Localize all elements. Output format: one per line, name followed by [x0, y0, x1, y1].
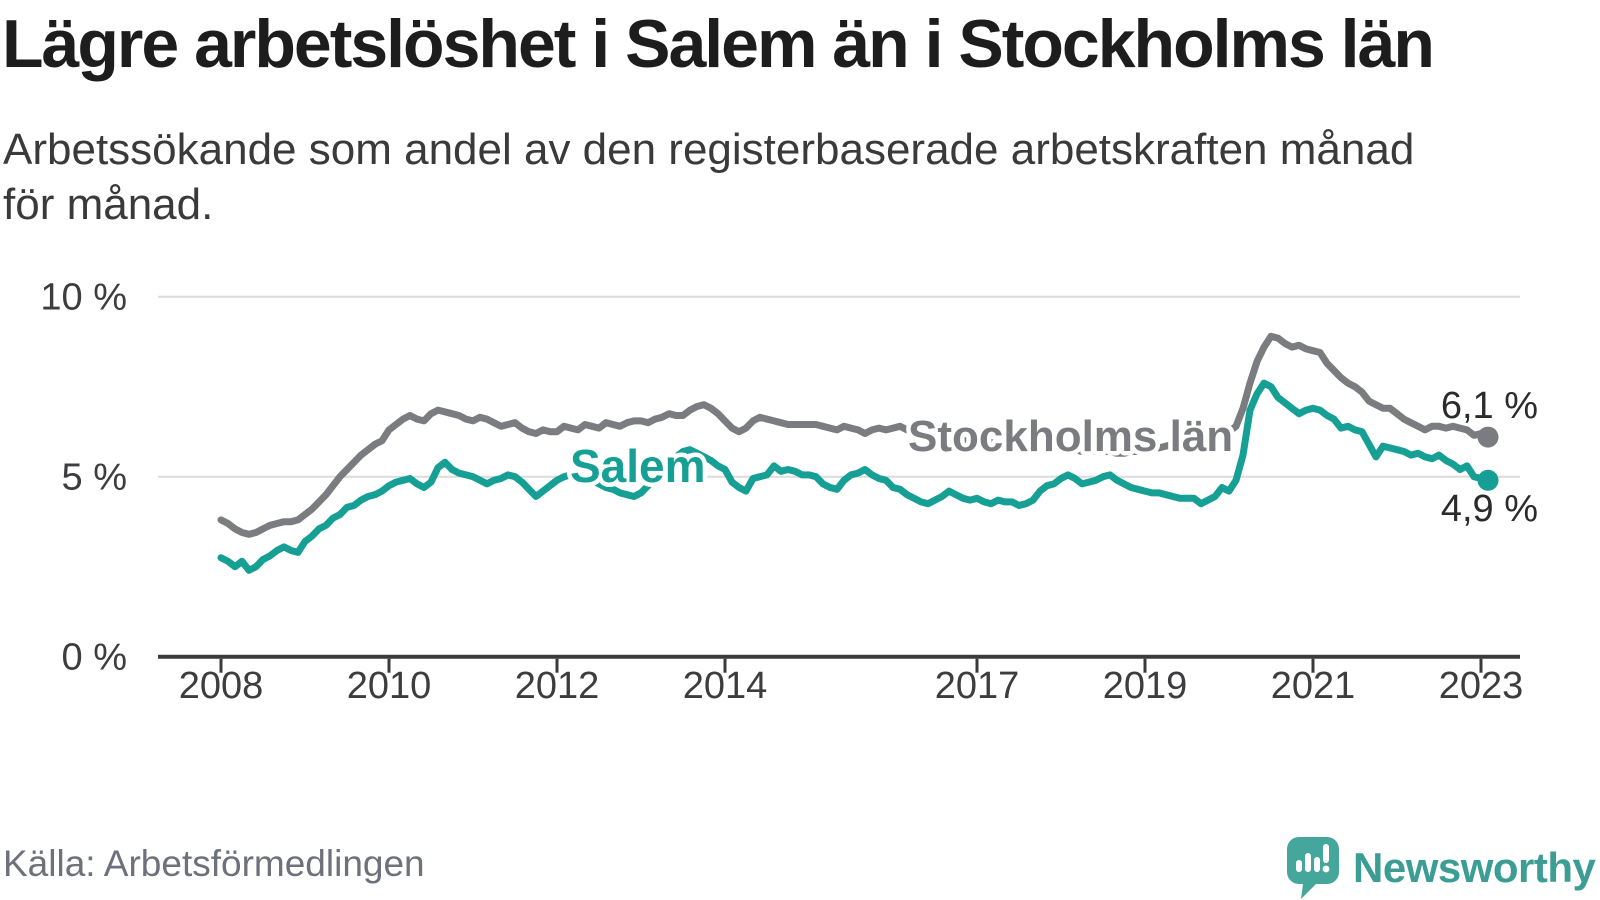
y-tick-label-0: 0 % — [62, 637, 127, 679]
x-tick-label-2023: 2023 — [1439, 665, 1524, 707]
end-value-label-salem: 4,9 % — [1441, 488, 1538, 530]
end-value-label-stockholms-lan: 6,1 % — [1441, 385, 1538, 427]
series-line-stockholms-lan — [217, 332, 1492, 538]
logo-bar-2 — [1305, 853, 1311, 872]
y-tick-label-10: 10 % — [40, 277, 127, 319]
series-line-salem — [217, 379, 1492, 574]
source-caption: Källa: Arbetsförmedlingen — [3, 843, 425, 884]
x-tick-label-2019: 2019 — [1103, 665, 1188, 707]
end-dot-stockholms-lan — [1477, 426, 1499, 448]
series-label-salem: Salem — [570, 440, 706, 492]
x-tick-label-2017: 2017 — [935, 665, 1020, 707]
end-dot-salem — [1477, 469, 1499, 491]
newsworthy-brand: Newsworthy — [1286, 836, 1596, 900]
newsworthy-wordmark: Newsworthy — [1353, 844, 1596, 891]
y-tick-label-5: 5 % — [62, 457, 127, 499]
chart-subtitle: Arbetssökande som andel av den registerb… — [3, 122, 1573, 232]
x-tick-label-2014: 2014 — [683, 665, 768, 707]
newsworthy-logo-icon — [1287, 837, 1339, 899]
x-tick-label-2008: 2008 — [179, 665, 264, 707]
series-label-stockholms-lan: Stockholms län — [908, 412, 1233, 461]
x-tick-label-2010: 2010 — [347, 665, 432, 707]
x-tick-label-2012: 2012 — [515, 665, 600, 707]
chart-title: Lägre arbetslöshet i Salem än i Stockhol… — [2, 6, 1435, 82]
logo-exclamation-bar — [1323, 844, 1329, 863]
logo-bubble — [1287, 837, 1339, 899]
subtitle-line-2: för månad. — [3, 180, 214, 229]
subtitle-line-1: Arbetssökande som andel av den registerb… — [3, 125, 1415, 174]
logo-bar-1 — [1296, 860, 1302, 872]
logo-exclamation-dot — [1322, 865, 1330, 873]
x-tick-label-2021: 2021 — [1271, 665, 1356, 707]
logo-bar-3 — [1314, 857, 1320, 872]
